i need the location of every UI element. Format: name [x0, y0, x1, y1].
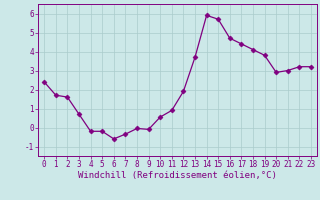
- X-axis label: Windchill (Refroidissement éolien,°C): Windchill (Refroidissement éolien,°C): [78, 171, 277, 180]
